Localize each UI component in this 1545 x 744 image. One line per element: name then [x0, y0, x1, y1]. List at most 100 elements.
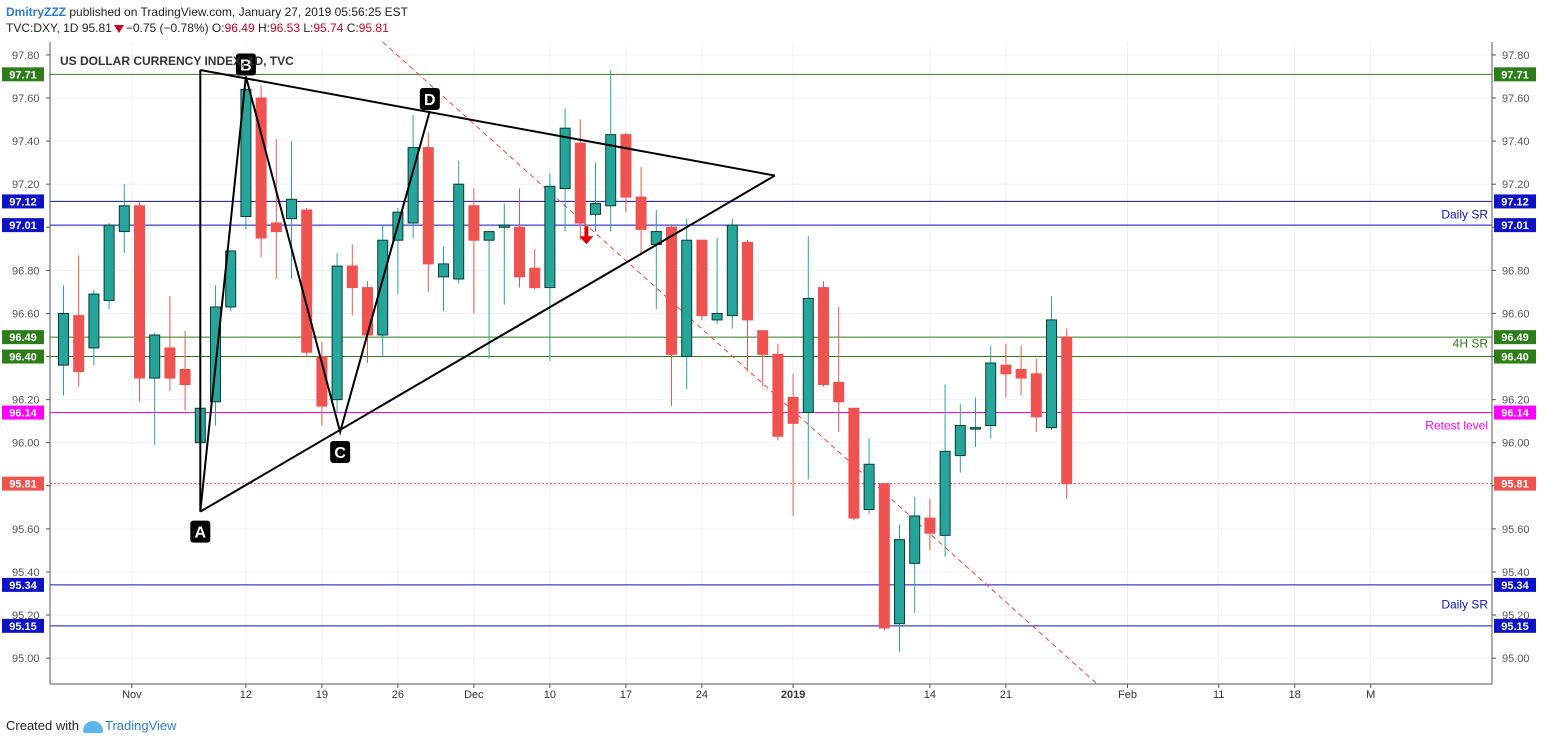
candle[interactable] [909, 496, 921, 613]
candle-body [134, 205, 145, 379]
y-tick-label-left: 97.60 [12, 93, 40, 105]
candle[interactable] [58, 285, 69, 396]
level-tag-right: 96.49 [1501, 332, 1529, 344]
candle[interactable] [118, 184, 130, 254]
candle[interactable] [787, 373, 799, 516]
candle[interactable] [924, 498, 936, 551]
candle[interactable] [255, 85, 267, 258]
candle[interactable] [863, 438, 875, 514]
level-tag-left-box [2, 194, 44, 209]
candle[interactable] [529, 248, 541, 290]
candle[interactable] [818, 281, 829, 387]
candle[interactable] [590, 162, 601, 232]
candle-body [301, 209, 313, 353]
candle[interactable] [711, 238, 723, 325]
y-tick-label-right: 96.20 [1502, 395, 1530, 407]
candle-body [255, 97, 267, 239]
candle[interactable] [772, 343, 784, 441]
candle[interactable] [73, 255, 85, 387]
candle[interactable] [210, 285, 221, 426]
x-tick-label: 10 [544, 689, 556, 701]
candle-body [620, 134, 632, 198]
candle[interactable] [149, 332, 161, 445]
level-tag-left-box [2, 405, 44, 420]
candle[interactable] [1015, 345, 1027, 396]
candle[interactable] [620, 132, 632, 213]
candle[interactable] [1061, 328, 1073, 499]
point-label-box [235, 53, 256, 76]
candle[interactable] [240, 88, 252, 230]
candle[interactable] [666, 225, 677, 407]
x-tick-label: 26 [392, 689, 404, 701]
candle-body [985, 362, 997, 426]
candle[interactable] [605, 70, 617, 232]
candle[interactable] [894, 524, 905, 652]
y-tick-label-left: 96.60 [12, 308, 40, 320]
candle-body [757, 330, 769, 355]
candle[interactable] [134, 201, 145, 402]
y-tick-label-left: 96.00 [12, 438, 40, 450]
candle[interactable] [270, 138, 282, 279]
candle[interactable] [164, 296, 176, 392]
candle-body [590, 203, 601, 215]
point-label-a: A [195, 525, 207, 542]
candle-body [286, 198, 297, 220]
level-tag-left: 97.71 [9, 69, 37, 81]
candle[interactable] [985, 345, 997, 439]
candle[interactable] [179, 330, 191, 411]
candle[interactable] [392, 207, 404, 295]
y-tick-label-right: 96.60 [1502, 308, 1530, 320]
candle-body [1061, 336, 1073, 485]
candle-body [1046, 319, 1057, 429]
candle[interactable] [878, 483, 890, 631]
candle[interactable] [377, 225, 389, 357]
candle[interactable] [331, 253, 343, 413]
candle[interactable] [1000, 343, 1012, 398]
candle[interactable] [939, 384, 951, 557]
candle[interactable] [635, 166, 647, 256]
candle-body [73, 315, 85, 373]
candle[interactable] [726, 218, 738, 329]
candle[interactable] [301, 207, 313, 357]
candle[interactable] [544, 173, 556, 361]
symbol-info: TVC:DXY, 1D 95.81 −0.75 (−0.78%) O:96.49 … [6, 21, 389, 35]
candle[interactable] [407, 115, 419, 239]
candle[interactable] [483, 231, 495, 359]
candle[interactable] [453, 160, 465, 284]
candle[interactable] [970, 397, 981, 448]
candle[interactable] [848, 407, 860, 521]
y-tick-label-left: 97.40 [12, 136, 40, 148]
candle[interactable] [1030, 358, 1042, 432]
candle[interactable] [559, 108, 571, 232]
candle[interactable] [346, 244, 358, 316]
candle[interactable] [1046, 296, 1057, 430]
candle[interactable] [438, 246, 449, 312]
candle[interactable] [954, 403, 966, 473]
candle[interactable] [422, 132, 434, 292]
candle[interactable] [498, 203, 510, 305]
candle[interactable] [103, 222, 115, 310]
candle[interactable] [468, 188, 480, 314]
tradingview-brand[interactable]: TradingView [104, 718, 177, 733]
candle[interactable] [574, 119, 586, 241]
candle[interactable] [696, 239, 708, 320]
candle[interactable] [833, 306, 845, 432]
candle-body [149, 334, 161, 379]
candle[interactable] [225, 250, 237, 312]
candle[interactable] [681, 218, 693, 389]
candle[interactable] [757, 330, 769, 387]
y-tick-label-right: 95.00 [1502, 653, 1530, 665]
chart-header: DmitryZZZ published on TradingView.com, … [0, 0, 1545, 40]
candle[interactable] [802, 235, 814, 480]
x-tick-label: 17 [620, 689, 632, 701]
candle[interactable] [742, 240, 753, 372]
x-tick-label: 24 [696, 689, 708, 701]
level-note: Daily SR [1441, 207, 1488, 221]
candle[interactable] [514, 188, 525, 288]
candle[interactable] [88, 289, 100, 366]
level-tag-right: 95.81 [1501, 479, 1529, 491]
level-tag-left-box [2, 67, 44, 82]
author-name[interactable]: DmitryZZZ [6, 5, 66, 19]
candle[interactable] [286, 141, 297, 279]
